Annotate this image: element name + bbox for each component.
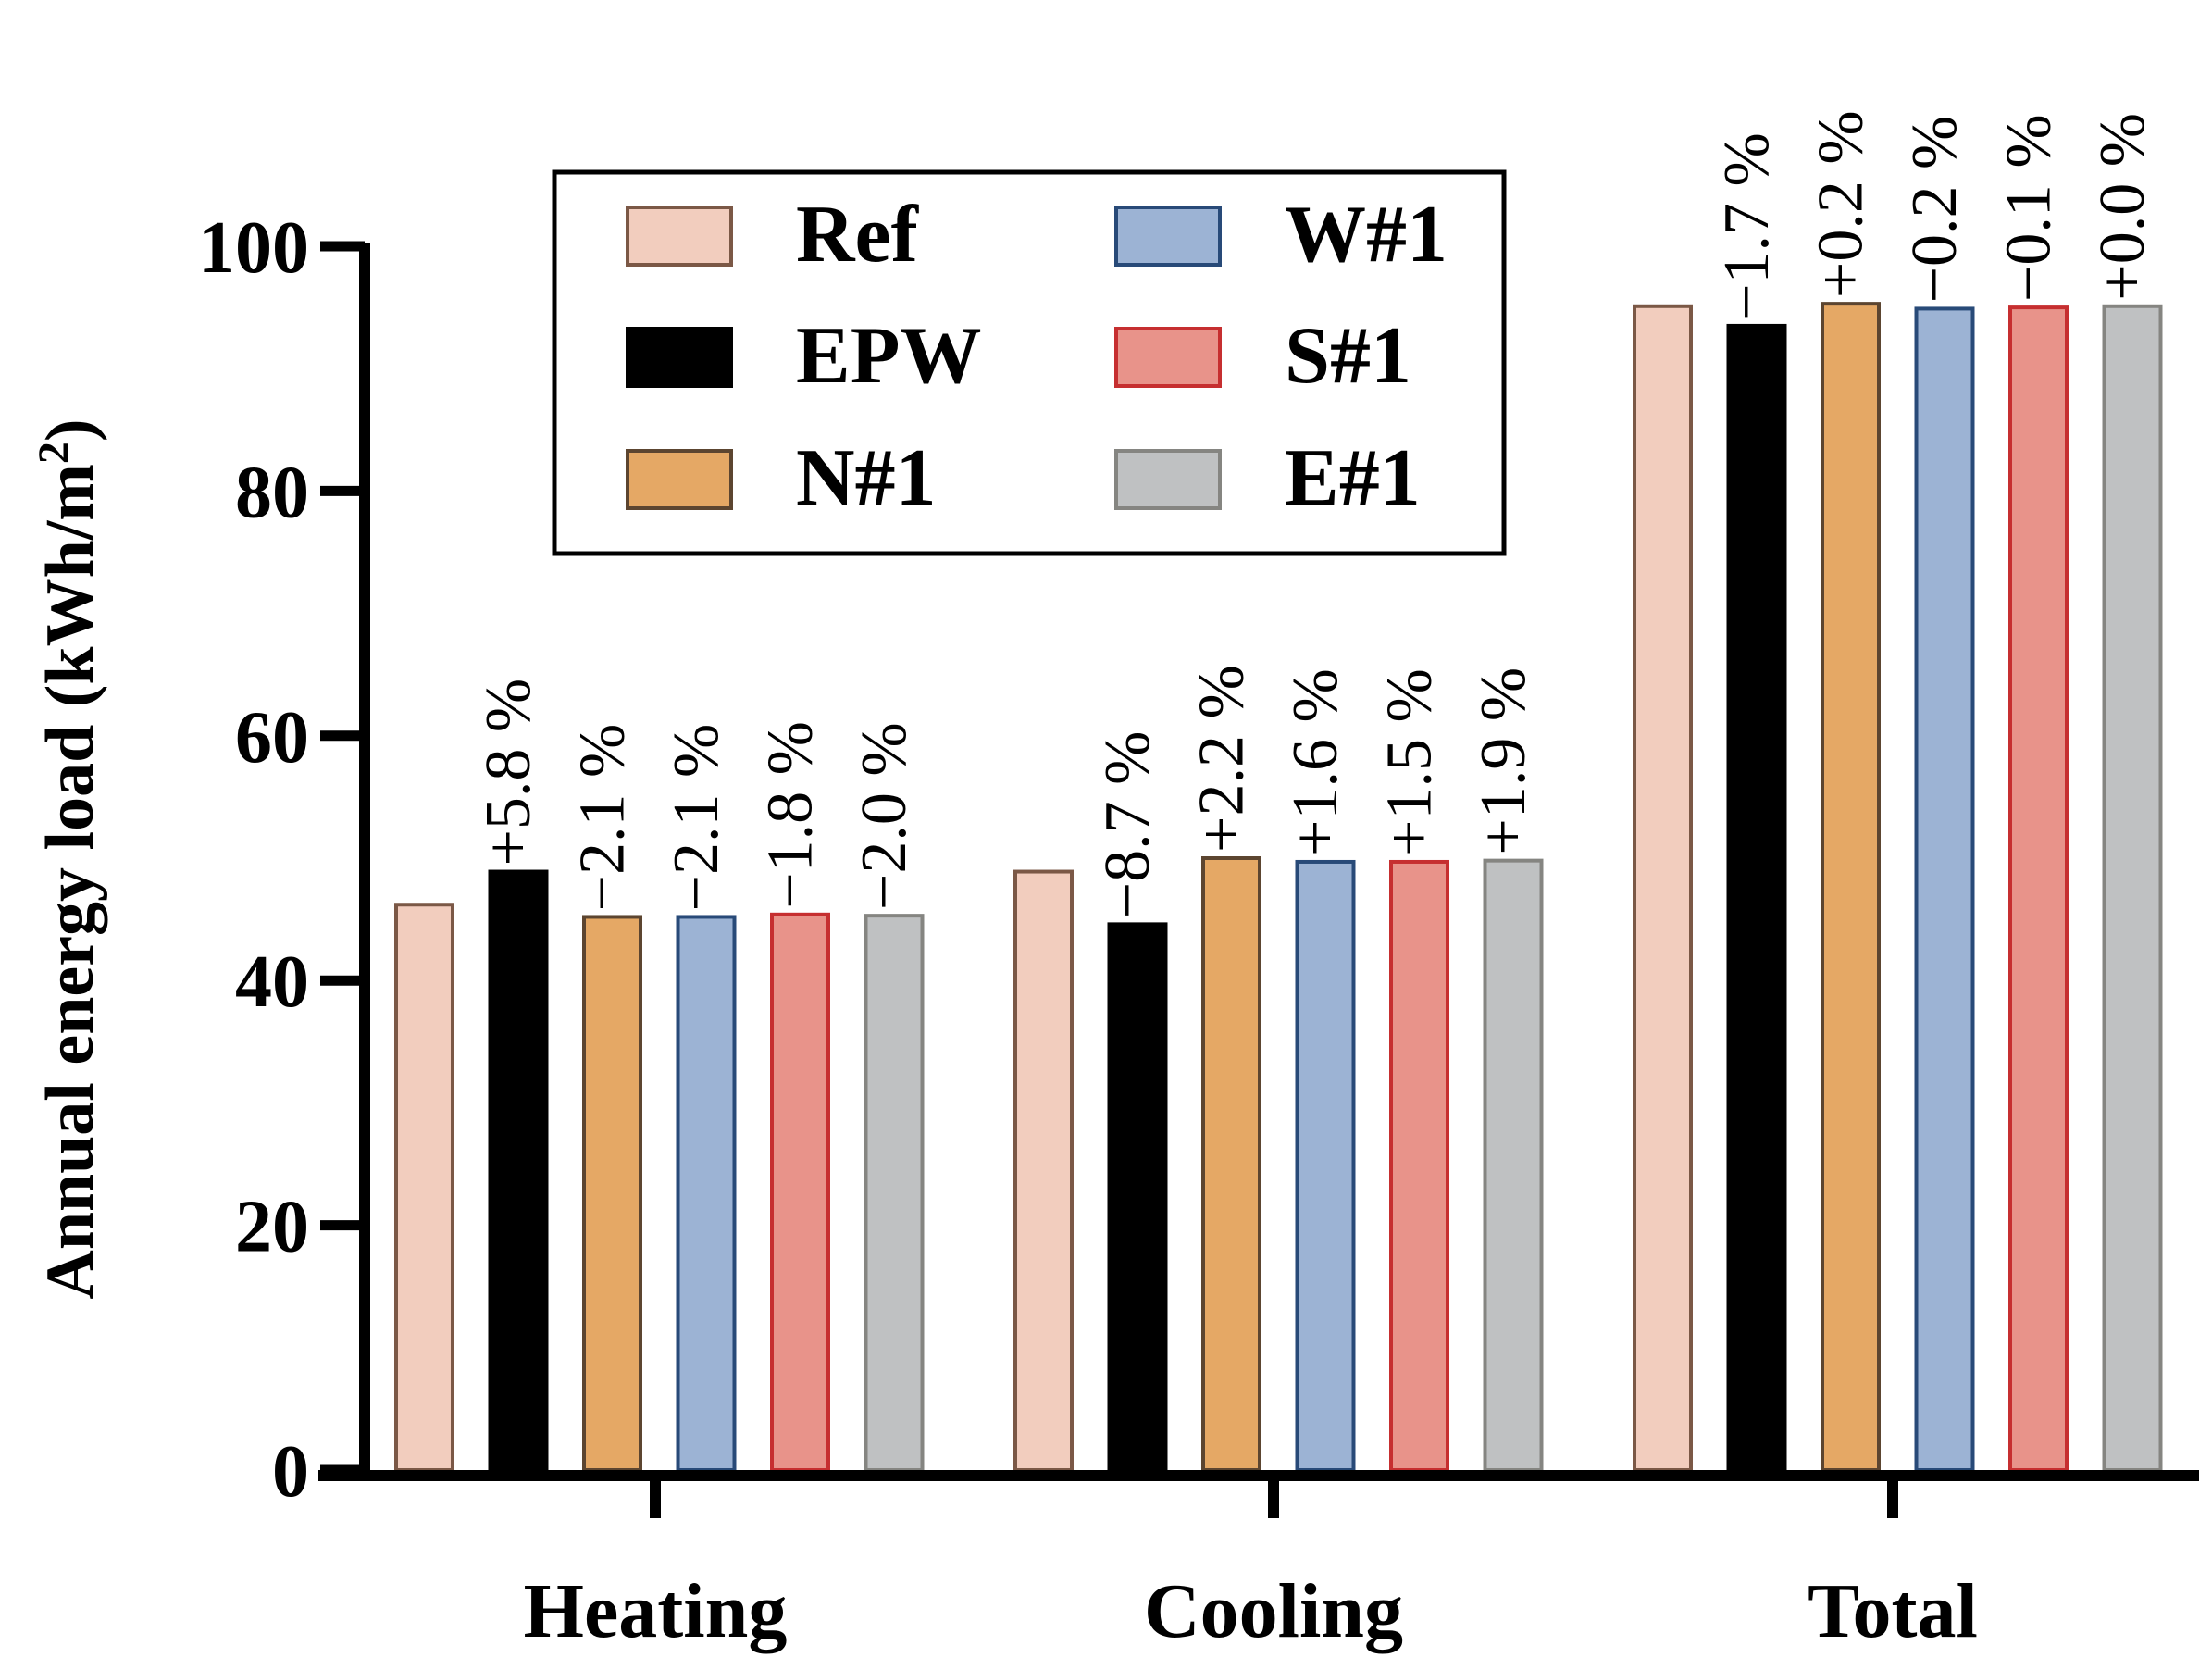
legend-swatch-s1	[1114, 327, 1222, 388]
bar-annotation: −2.1 %	[567, 724, 639, 912]
x-tick-label-heating: Heating	[524, 1568, 788, 1654]
bar-w1-total	[1914, 306, 1975, 1472]
legend-label-w1: W#1	[1285, 190, 1448, 280]
bar-annotation: +1.6 %	[1280, 668, 1351, 856]
bar-annotation: +2.2 %	[1187, 665, 1258, 853]
y-tick-label: 40	[235, 941, 309, 1023]
y-tick-label: 20	[235, 1187, 309, 1268]
bar-annotation: +0.0 %	[2087, 113, 2158, 301]
bars-layer	[394, 302, 2163, 1473]
bar-epw-total	[1726, 323, 1787, 1472]
bar-annotation: −2.0 %	[849, 722, 920, 910]
legend-label-epw: EPW	[796, 311, 981, 401]
legend-label-ref: Ref	[796, 190, 920, 280]
y-axis-label-close: )	[32, 418, 108, 442]
bar-s1-total	[2008, 305, 2069, 1473]
bar-epw-cooling	[1107, 922, 1168, 1472]
y-tick-label: 60	[235, 697, 309, 779]
bar-annotation: −0.2 %	[1899, 116, 1970, 304]
legend-label-s1: S#1	[1285, 311, 1411, 401]
bar-w1-cooling	[1295, 859, 1356, 1472]
bar-annotation: +1.9 %	[1468, 667, 1539, 855]
bar-s1-heating	[770, 912, 830, 1472]
legend-swatch-e1	[1114, 449, 1222, 510]
y-tick-label: 80	[235, 452, 309, 533]
bar-e1-heating	[864, 914, 925, 1472]
legend-label-n1: N#1	[796, 433, 937, 523]
legend-swatch-w1	[1114, 206, 1222, 267]
bar-e1-cooling	[1483, 858, 1544, 1472]
y-axis-label-main: Annual energy load (kWh/m	[32, 464, 108, 1300]
bar-annotation: +5.8 %	[473, 679, 544, 866]
bar-annotation: −0.1 %	[1994, 114, 2065, 302]
x-ticks: Heating Cooling Total	[524, 1476, 1978, 1654]
bar-n1-cooling	[1201, 856, 1261, 1472]
bar-w1-heating	[676, 915, 737, 1472]
y-axis-label: Annual energy load (kWh/m2)	[30, 418, 109, 1299]
y-tick-label: 100	[198, 207, 309, 289]
bar-annotation: −1.8 %	[755, 721, 826, 909]
bar-annotation: +1.5 %	[1374, 668, 1446, 856]
legend-label-e1: E#1	[1285, 433, 1421, 523]
y-ticks: 0 20 40 60 80 100	[198, 207, 365, 1513]
legend-swatch-ref	[626, 206, 733, 267]
bar-annotation: −8.7 %	[1092, 731, 1163, 919]
legend: Ref EPW N#1 W#1 S#1 E#1	[552, 169, 1507, 556]
bar-n1-total	[1821, 302, 1881, 1472]
legend-swatch-epw	[626, 327, 733, 388]
bar-n1-heating	[582, 915, 642, 1472]
annotations-layer: +5.8 % −2.1 % −2.1 % −1.8 % −2.0 % −8.7 % +2.2…	[473, 110, 2158, 918]
y-tick-label: 0	[272, 1431, 309, 1513]
legend-swatch-n1	[626, 449, 733, 510]
bar-annotation: −2.1 %	[661, 724, 732, 912]
bar-annotation: −1.7 %	[1711, 132, 1783, 320]
bar-ref-cooling	[1013, 869, 1074, 1472]
bar-e1-total	[2102, 304, 2163, 1473]
bar-ref-heating	[394, 903, 454, 1472]
bar-ref-total	[1633, 304, 1693, 1473]
x-tick-label-total: Total	[1808, 1568, 1978, 1654]
bar-s1-cooling	[1389, 859, 1449, 1472]
x-tick-label-cooling: Cooling	[1144, 1568, 1403, 1654]
bar-epw-heating	[488, 869, 549, 1472]
bar-annotation: +0.2 %	[1806, 110, 1877, 298]
y-axis-label-superscript: 2	[30, 442, 79, 464]
